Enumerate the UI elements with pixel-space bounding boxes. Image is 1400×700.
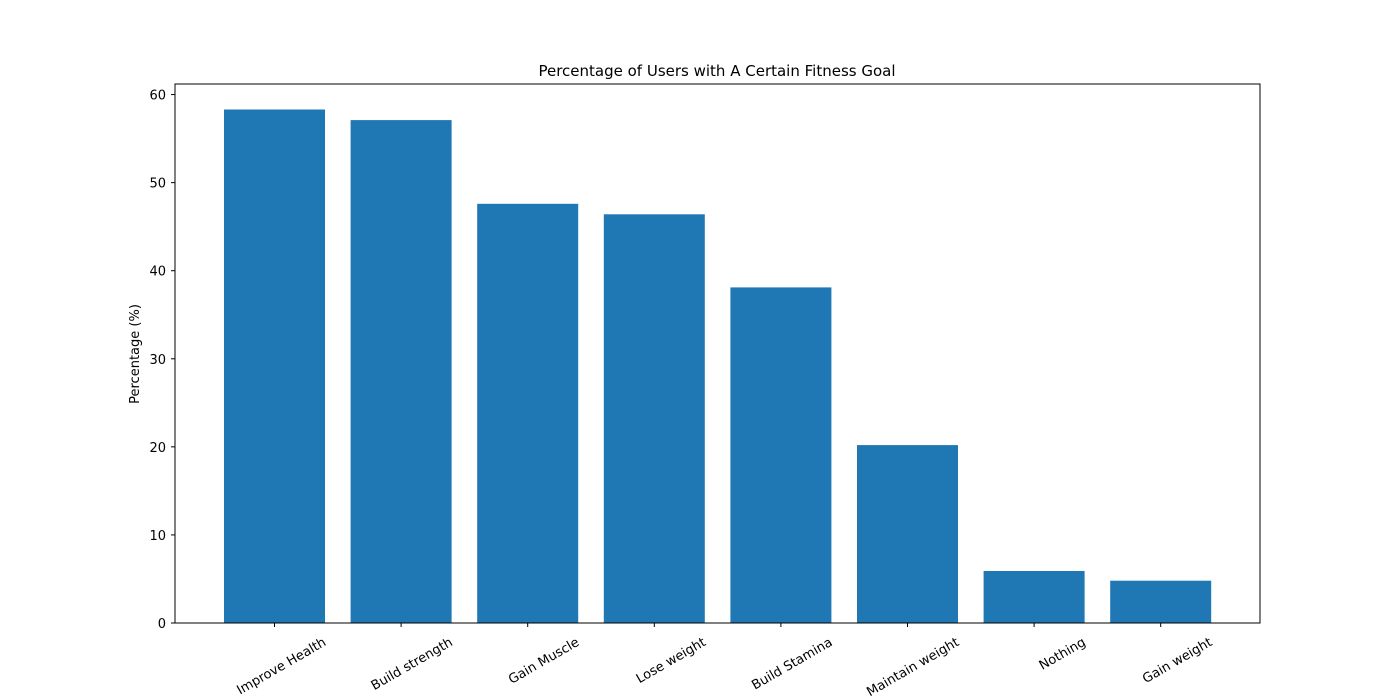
- bar-2: [477, 203, 579, 624]
- bar-1: [350, 120, 452, 623]
- y-tick-label: 0: [158, 617, 166, 632]
- bar-5: [857, 445, 958, 623]
- chart-title: Percentage of Users with A Certain Fitne…: [538, 62, 895, 80]
- plot-frame: [174, 83, 1261, 624]
- bar-7: [1110, 580, 1212, 623]
- bar-6: [983, 571, 1085, 623]
- y-tick-label: 10: [149, 529, 166, 544]
- bar-4: [730, 287, 832, 623]
- x-tick-label: Improve Health: [235, 635, 329, 698]
- y-tick-label: 60: [149, 89, 166, 104]
- bars-group: [224, 109, 1212, 624]
- x-tick-label: Maintain weight: [864, 635, 961, 700]
- bar-0: [224, 109, 325, 623]
- y-tick-label: 20: [149, 441, 166, 456]
- x-axis-ticks: Improve Health Build strength Gain Muscle L…: [235, 623, 1215, 700]
- x-tick-label: Nothing: [1037, 635, 1089, 674]
- y-axis-ticks: 0 10 20 30 40 50 60: [149, 89, 175, 632]
- x-tick-label: Build Stamina: [749, 635, 835, 693]
- y-axis-label: Percentage (%): [128, 304, 143, 404]
- x-tick-label: Build strength: [369, 635, 456, 694]
- y-tick-label: 30: [149, 353, 166, 368]
- y-tick-label: 50: [149, 177, 166, 192]
- x-tick-label: Gain weight: [1140, 635, 1215, 687]
- x-tick-label: Lose weight: [634, 635, 709, 687]
- y-tick-label: 40: [149, 265, 166, 280]
- bar-3: [603, 214, 705, 624]
- x-tick-label: Gain Muscle: [506, 635, 582, 687]
